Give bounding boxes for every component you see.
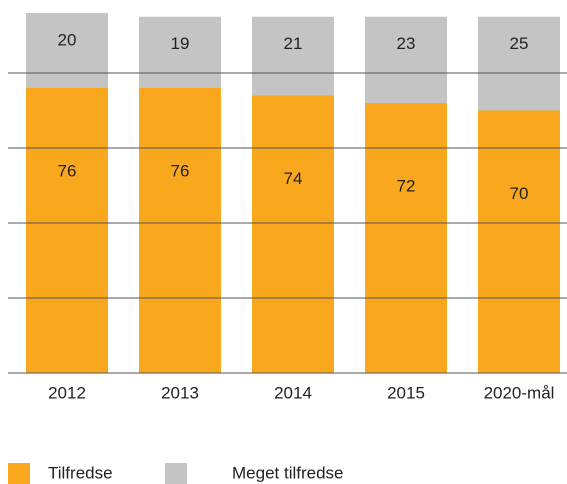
x-tick-label: 2015 (387, 383, 425, 402)
value-label: 21 (284, 34, 303, 53)
value-label: 76 (58, 161, 77, 180)
bar-segment (139, 88, 221, 373)
value-label: 74 (284, 169, 303, 188)
bar-segment (252, 16, 334, 96)
bar-segment (252, 95, 334, 373)
value-label: 23 (397, 34, 416, 53)
bar-segment (26, 88, 108, 373)
legend-label: Tilfredse (48, 463, 113, 482)
legend-label: Meget tilfredse (232, 463, 344, 482)
value-label: 19 (171, 34, 190, 53)
x-tick-label: 2020-mål (484, 383, 555, 402)
value-label: 25 (510, 34, 529, 53)
legend-swatch (8, 463, 30, 484)
x-tick-label: 2013 (161, 383, 199, 402)
bar-segment (478, 16, 560, 111)
x-tick-label: 2014 (274, 383, 312, 402)
x-tick-label: 2012 (48, 383, 86, 402)
bar-segment (365, 103, 447, 373)
value-label: 70 (510, 184, 529, 203)
value-label: 76 (171, 161, 190, 180)
bar-segment (139, 16, 221, 88)
value-label: 20 (58, 30, 77, 49)
bar-segment (478, 110, 560, 373)
legend-swatch (165, 463, 187, 484)
bar-segment (26, 13, 108, 88)
value-label: 72 (397, 176, 416, 195)
bar-segment (365, 16, 447, 103)
